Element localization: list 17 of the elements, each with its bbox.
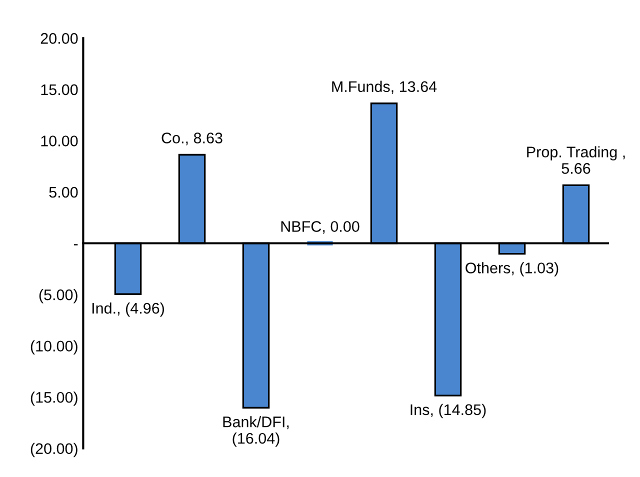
y-tick-label: (5.00) bbox=[39, 289, 78, 304]
data-label: Prop. Trading , 5.66 bbox=[527, 146, 625, 174]
y-tick-label: 5.00 bbox=[49, 186, 78, 198]
data-label: NBFC, 0.00 bbox=[281, 221, 360, 234]
y-tick-label: (15.00) bbox=[30, 392, 78, 406]
data-label: M.Funds, 13.64 bbox=[332, 80, 437, 94]
data-label: Bank/DFI, (16.04) bbox=[223, 416, 289, 447]
data-label: Ind., (4.96) bbox=[92, 302, 164, 317]
y-tick-label: (10.00) bbox=[30, 340, 78, 355]
y-tick-label: (20.00) bbox=[30, 442, 78, 458]
data-label: Co., 8.63 bbox=[162, 132, 222, 146]
y-tick-label: 10.00 bbox=[41, 136, 78, 146]
y-tick-label: 15.00 bbox=[41, 84, 78, 96]
data-label: Others, (1.03) bbox=[466, 262, 558, 276]
y-tick-label: - bbox=[74, 244, 78, 246]
y-tick-label: 20.00 bbox=[40, 33, 78, 44]
data-label: Ins, (14.85) bbox=[410, 404, 486, 418]
